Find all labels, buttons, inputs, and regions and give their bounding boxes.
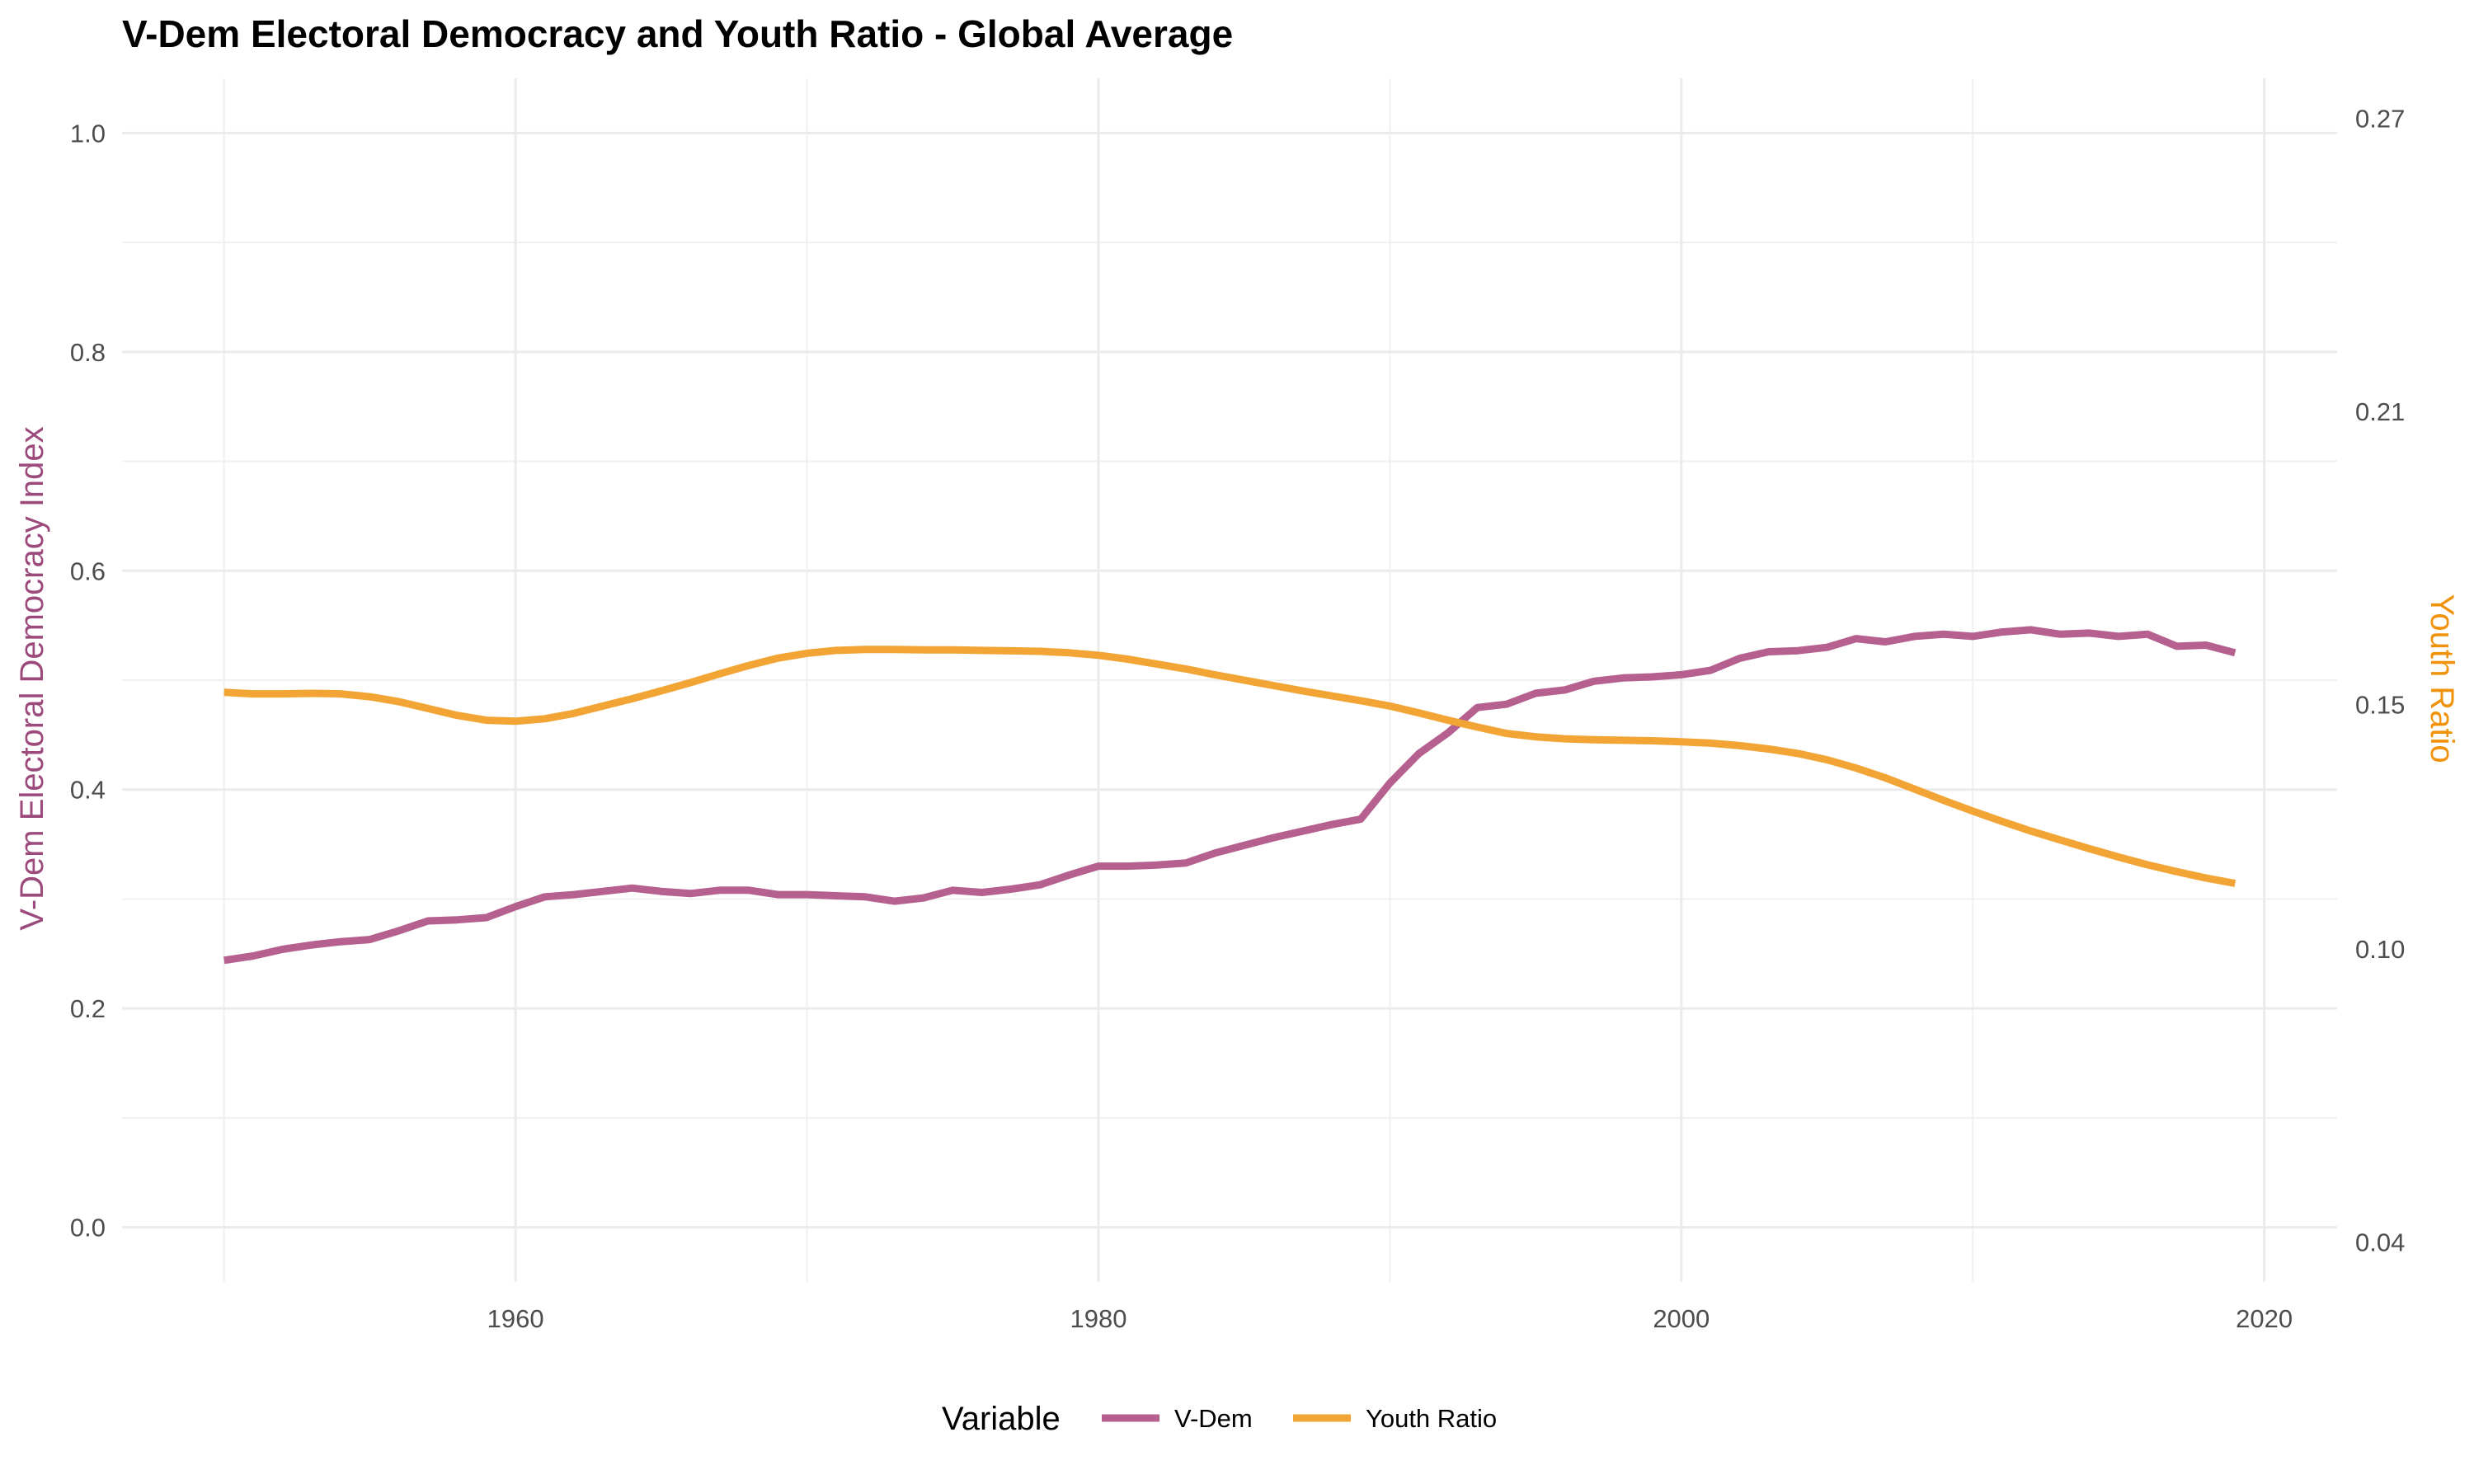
right-axis-ticks: 0.04 0.10 0.15 0.21 0.27: [2355, 105, 2405, 1257]
y2-tick-label: 0.27: [2355, 105, 2405, 134]
legend-label: V-Dem: [1174, 1404, 1253, 1433]
y-tick-label: 1.0: [70, 119, 106, 148]
y2-axis-title: Youth Ratio: [2424, 594, 2460, 763]
series-line-v-dem: [223, 626, 2236, 965]
x-tick-label: 1980: [1070, 1304, 1126, 1333]
y-tick-label: 0.6: [70, 556, 106, 585]
y-tick-label: 0.0: [70, 1214, 106, 1242]
y2-tick-label: 0.10: [2355, 935, 2405, 964]
series-lines: [223, 626, 2236, 965]
x-tick-label: 2020: [2236, 1304, 2293, 1333]
legend: Variable V-Dem Youth Ratio: [942, 1401, 1497, 1437]
x-axis-ticks: 1960 1980 2000 2020: [487, 1304, 2293, 1333]
y-tick-label: 0.2: [70, 994, 106, 1023]
series-line-youth-ratio: [223, 646, 2236, 887]
legend-label: Youth Ratio: [1366, 1404, 1497, 1433]
y-axis-title: V-Dem Electoral Democracy Index: [14, 426, 50, 930]
left-axis-ticks: 0.0 0.2 0.4 0.6 0.8 1.0: [70, 119, 106, 1242]
y2-tick-label: 0.21: [2355, 397, 2405, 426]
legend-title: Variable: [942, 1401, 1061, 1437]
y2-tick-label: 0.04: [2355, 1228, 2405, 1256]
y-tick-label: 0.8: [70, 338, 106, 367]
major-gridlines: [122, 78, 2337, 1282]
y2-tick-label: 0.15: [2355, 691, 2405, 720]
x-tick-label: 2000: [1653, 1304, 1710, 1333]
legend-items: V-Dem Youth Ratio: [1102, 1404, 1497, 1433]
minor-gridlines: [122, 78, 2337, 1282]
y-tick-label: 0.4: [70, 776, 106, 805]
chart-title: V-Dem Electoral Democracy and Youth Rati…: [122, 12, 1234, 55]
x-tick-label: 1960: [487, 1304, 544, 1333]
